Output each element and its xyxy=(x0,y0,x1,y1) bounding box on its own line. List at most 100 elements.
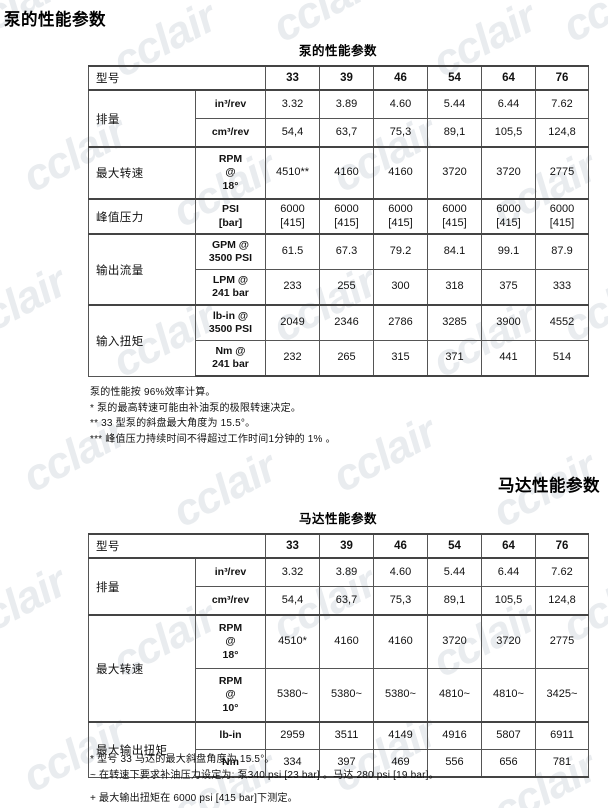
data-cell: 6000 [415] xyxy=(535,198,589,235)
data-cell: 84.1 xyxy=(427,233,482,270)
motor-performance-table: 型号 33 39 46 54 64 76 排量 in³/rev 3.32 3.89 4.60 5.44 6… xyxy=(88,533,589,778)
unit-cell: RPM @18° xyxy=(195,614,266,669)
model-header-cell: 39 xyxy=(319,533,374,559)
data-cell: 4160 xyxy=(319,614,374,669)
data-cell: 67.3 xyxy=(319,233,374,270)
data-cell: 4160 xyxy=(319,146,374,200)
row-label-cell: 排量 xyxy=(88,89,196,148)
data-cell: 3.32 xyxy=(265,557,320,587)
data-cell: 397 xyxy=(319,749,374,778)
unit-cell: cm³/rev xyxy=(195,586,266,616)
data-cell: 3720 xyxy=(481,146,536,200)
unit-cell: in³/rev xyxy=(195,89,266,119)
data-cell: 6000 [415] xyxy=(265,198,320,235)
data-cell: 124,8 xyxy=(535,586,589,616)
row-label-cell: 峰值压力 xyxy=(88,198,196,235)
data-cell: 334 xyxy=(265,749,320,778)
page-title: 泵的性能参数 xyxy=(4,11,106,29)
data-cell: 63,7 xyxy=(319,118,374,148)
data-cell: 105,5 xyxy=(481,586,536,616)
data-cell: 3720 xyxy=(481,614,536,669)
data-cell: 4.60 xyxy=(373,89,428,119)
data-cell: 5.44 xyxy=(427,557,482,587)
data-cell: 61.5 xyxy=(265,233,320,270)
data-cell: 3.32 xyxy=(265,89,320,119)
pump-table-block: 泵的性能参数 型号 33 39 46 54 64 76 排量 in³/rev 3.32 3.89 4.… xyxy=(88,40,589,377)
data-cell: 315 xyxy=(373,340,428,377)
row-label-cell: 输出流量 xyxy=(88,233,196,306)
data-cell: 4149 xyxy=(373,721,428,750)
table-header-row: 型号 33 39 46 54 64 76 xyxy=(88,533,589,559)
table-row: 峰值压力 PSI [bar] 6000 [415] 6000 [415] 6000 [415] 6… xyxy=(88,198,589,235)
table-row: Nm 334 397 469 556 656 781 xyxy=(89,749,589,778)
table-row: cm³/rev 54,4 63,7 75,3 89,1 105,5 124,8 xyxy=(89,118,589,148)
footnote-line: + 最大输出扭矩在 6000 psi [415 bar]下测定。 xyxy=(90,793,298,804)
data-cell: 6911 xyxy=(535,721,589,750)
data-cell: 255 xyxy=(319,269,374,306)
unit-cell: Nm xyxy=(195,749,266,778)
data-cell: 300 xyxy=(373,269,428,306)
data-cell: 2786 xyxy=(373,304,428,341)
data-cell: 6000 [415] xyxy=(481,198,536,235)
footnote-line: * 型号 33 马达的最大斜盘角度为 15.5°。 xyxy=(90,754,275,765)
data-cell: 75,3 xyxy=(373,586,428,616)
data-cell: 656 xyxy=(481,749,536,778)
data-cell: 7.62 xyxy=(535,89,589,119)
unit-cell: GPM @3500 PSI xyxy=(195,233,266,270)
data-cell: 3.89 xyxy=(319,89,374,119)
data-cell: 333 xyxy=(535,269,589,306)
pump-table-caption: 泵的性能参数 xyxy=(298,44,377,58)
data-cell: 2346 xyxy=(319,304,374,341)
table-row: 输出流量 GPM @3500 PSI 61.5 67.3 79.2 84.1 99.1 87.… xyxy=(88,233,589,306)
data-cell: 6000 [415] xyxy=(427,198,482,235)
table-row: 排量 in³/rev 3.32 3.89 4.60 5.44 6.44 7.62 xyxy=(88,89,589,148)
data-cell: 4810~ xyxy=(427,668,482,723)
table-row: 最大输出扭矩 lb-in 2959 3511 4149 4916 5807 6911 xyxy=(88,721,589,778)
unit-cell: PSI [bar] xyxy=(195,198,266,235)
data-cell: 3511 xyxy=(319,721,374,750)
footnote-line: ~ 在转速下要求补油压力设定为: 泵340 psi [23 bar] 。马达 2… xyxy=(90,769,439,781)
data-cell: 4160 xyxy=(373,614,428,669)
row-label-cell: 排量 xyxy=(88,557,196,616)
table-row: 最大转速 RPM @18° 4510** 4160 4160 3720 3720 2775 xyxy=(88,146,589,200)
row-label-cell: 最大输出扭矩 xyxy=(88,721,196,778)
data-cell: 3720 xyxy=(427,146,482,200)
data-cell: 781 xyxy=(535,749,589,778)
data-cell: 87.9 xyxy=(535,233,589,270)
data-cell: 232 xyxy=(265,340,320,377)
data-cell: 4.60 xyxy=(373,557,428,587)
data-cell: 4552 xyxy=(535,304,589,341)
model-header-cell: 76 xyxy=(535,533,589,559)
model-label-cell: 型号 xyxy=(88,65,266,91)
model-header-cell: 33 xyxy=(265,533,320,559)
data-cell: 5380~ xyxy=(265,668,320,723)
motor-table-block: 马达性能参数 型号 33 39 46 54 64 76 排量 in³/rev 3.32 3.89 4.… xyxy=(88,508,589,778)
table-row: 输入扭矩 lb-in @3500 PSI 2049 2346 2786 3285 3900 4… xyxy=(88,304,589,377)
data-cell: 4916 xyxy=(427,721,482,750)
data-cell: 75,3 xyxy=(373,118,428,148)
model-header-cell: 54 xyxy=(427,533,482,559)
unit-cell: in³/rev xyxy=(195,557,266,587)
pump-footnotes: 泵的性能按 96%效率计算。 * 泵的最高转速可能由补油泵的极限转速决定。 ** 3… xyxy=(90,385,336,447)
model-header-cell: 64 xyxy=(481,65,536,91)
motor-section-title: 马达性能参数 xyxy=(498,477,600,495)
data-cell: 7.62 xyxy=(535,557,589,587)
data-cell: 265 xyxy=(319,340,374,377)
data-cell: 5807 xyxy=(481,721,536,750)
pump-performance-table: 型号 33 39 46 54 64 76 排量 in³/rev 3.32 3.89 4.60 5.44 6… xyxy=(88,65,589,377)
data-cell: 441 xyxy=(481,340,536,377)
data-cell: 4810~ xyxy=(481,668,536,723)
data-cell: 4160 xyxy=(373,146,428,200)
data-cell: 2049 xyxy=(265,304,320,341)
unit-cell: cm³/rev xyxy=(195,118,266,148)
data-cell: 514 xyxy=(535,340,589,377)
table-row: RPM @10° 5380~ 5380~ 5380~ 4810~ 4810~ 3425~ xyxy=(89,668,589,723)
data-cell: 3720 xyxy=(427,614,482,669)
unit-cell: lb-in @3500 PSI xyxy=(195,304,266,341)
data-cell: 4510* xyxy=(265,614,320,669)
row-label-cell: 最大转速 xyxy=(88,146,196,200)
data-cell: 5380~ xyxy=(373,668,428,723)
data-cell: 4510** xyxy=(265,146,320,200)
data-cell: 5.44 xyxy=(427,89,482,119)
unit-cell: lb-in xyxy=(195,721,266,750)
